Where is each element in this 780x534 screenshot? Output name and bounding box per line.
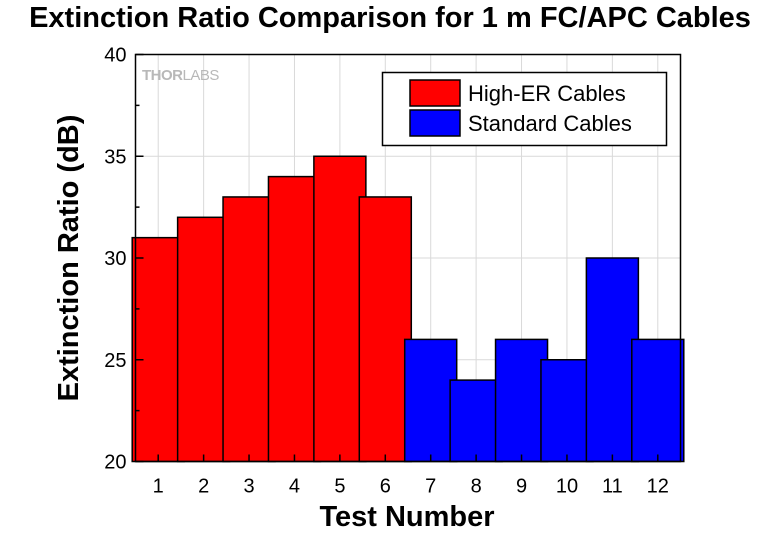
y-tick-label: 30 — [104, 248, 126, 270]
y-axis-ticks: 20 25 30 35 40 — [104, 45, 144, 474]
bar-standard-test-7 — [403, 338, 458, 463]
legend-label-high-er: High-ER Cables — [468, 81, 626, 106]
y-tick-label: 40 — [104, 45, 126, 67]
thorlabs-logo: THORLABS — [142, 67, 219, 84]
bar-standard-test-8 — [449, 379, 503, 463]
chart-title: Extinction Ratio Comparison for 1 m FC/A… — [29, 2, 751, 34]
x-tick-label: 5 — [334, 476, 345, 498]
bar-standard-test-12 — [631, 338, 685, 463]
bar-high-er-test-3 — [222, 196, 276, 463]
legend-swatch-high-er — [409, 79, 461, 107]
x-tick-label: 6 — [380, 476, 391, 498]
x-tick-label: 4 — [289, 476, 300, 498]
x-axis-ticks: 1 2 3 4 5 6 7 8 9 10 11 12 — [153, 454, 669, 498]
bar-standard-test-10 — [540, 359, 594, 463]
bar-standard-test-9 — [494, 338, 549, 463]
x-tick-label: 8 — [471, 476, 482, 498]
legend: High-ER Cables Standard Cables — [381, 71, 668, 147]
y-tick-label: 35 — [104, 146, 126, 168]
legend-label-standard: Standard Cables — [468, 111, 632, 136]
bar-standard-test-11 — [585, 257, 640, 463]
x-tick-label: 2 — [198, 476, 209, 498]
x-tick-label: 7 — [425, 476, 436, 498]
x-tick-label: 3 — [243, 476, 254, 498]
x-axis-title: Test Number — [319, 501, 494, 533]
x-tick-label: 9 — [516, 476, 527, 498]
bar-high-er-test-4 — [267, 175, 322, 463]
bar-high-er-test-5 — [313, 155, 367, 463]
bar-high-er-test-2 — [176, 216, 231, 463]
plot-frame — [134, 53, 682, 463]
x-tick-label: 12 — [647, 476, 669, 498]
y-axis-title: Extinction Ratio (dB) — [53, 115, 85, 402]
legend-swatch-standard — [409, 109, 461, 137]
x-tick-label: 11 — [602, 476, 623, 498]
y-tick-label: 20 — [104, 452, 126, 474]
bar-high-er-test-6 — [358, 196, 413, 463]
bars — [131, 155, 685, 463]
x-tick-label: 10 — [556, 476, 578, 498]
x-tick-label: 1 — [153, 476, 164, 498]
bar-high-er-test-1 — [131, 236, 185, 463]
y-tick-label: 25 — [104, 350, 126, 372]
